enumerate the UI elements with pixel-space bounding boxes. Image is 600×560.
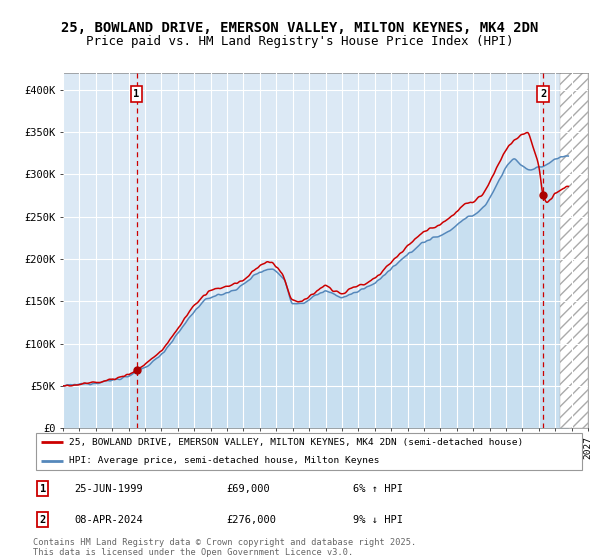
Text: £69,000: £69,000 (226, 484, 270, 494)
Text: 08-APR-2024: 08-APR-2024 (74, 515, 143, 525)
Text: 9% ↓ HPI: 9% ↓ HPI (353, 515, 403, 525)
Text: 2: 2 (540, 89, 547, 99)
Text: Contains HM Land Registry data © Crown copyright and database right 2025.
This d: Contains HM Land Registry data © Crown c… (33, 538, 416, 557)
Text: 1: 1 (40, 484, 46, 494)
Text: 1: 1 (133, 89, 140, 99)
Text: 6% ↑ HPI: 6% ↑ HPI (353, 484, 403, 494)
Text: 2: 2 (40, 515, 46, 525)
Text: 25, BOWLAND DRIVE, EMERSON VALLEY, MILTON KEYNES, MK4 2DN: 25, BOWLAND DRIVE, EMERSON VALLEY, MILTO… (61, 21, 539, 35)
Bar (560, 73, 588, 428)
Text: Price paid vs. HM Land Registry's House Price Index (HPI): Price paid vs. HM Land Registry's House … (86, 35, 514, 48)
Text: 25, BOWLAND DRIVE, EMERSON VALLEY, MILTON KEYNES, MK4 2DN (semi-detached house): 25, BOWLAND DRIVE, EMERSON VALLEY, MILTO… (69, 437, 523, 446)
Text: 25-JUN-1999: 25-JUN-1999 (74, 484, 143, 494)
Text: £276,000: £276,000 (226, 515, 276, 525)
Text: HPI: Average price, semi-detached house, Milton Keynes: HPI: Average price, semi-detached house,… (69, 456, 379, 465)
FancyBboxPatch shape (36, 433, 582, 470)
